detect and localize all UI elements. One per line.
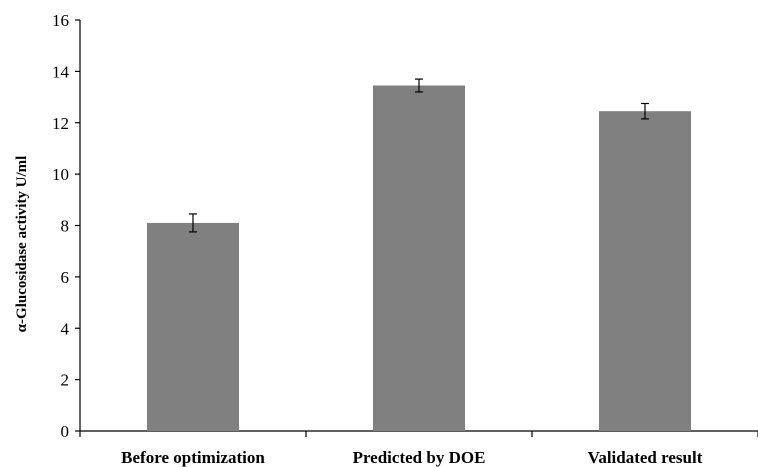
x-category-label: Predicted by DOE xyxy=(353,448,486,467)
y-tick-label: 16 xyxy=(52,11,69,30)
bars xyxy=(147,85,691,432)
y-tick-label: 12 xyxy=(52,114,69,133)
y-axis-title: α-Glucosidase activity U/ml xyxy=(14,156,30,333)
bar xyxy=(599,111,691,432)
bar xyxy=(373,85,465,432)
y-tick-label: 10 xyxy=(52,165,69,184)
y-axis: 0 2 4 6 8 10 12 14 16 xyxy=(52,11,81,441)
y-tick-label: 4 xyxy=(61,319,70,338)
y-tick-label: 2 xyxy=(61,371,70,390)
y-tick-label: 14 xyxy=(52,62,70,81)
bar xyxy=(147,222,239,431)
x-category-label: Before optimization xyxy=(121,448,265,467)
y-tick-label: 0 xyxy=(61,422,70,441)
y-tick-label: 8 xyxy=(61,217,70,236)
x-category-label: Validated result xyxy=(588,448,703,467)
error-bars xyxy=(189,78,649,233)
y-tick-label: 6 xyxy=(61,268,70,287)
x-axis: Before optimization Predicted by DOE Valid… xyxy=(79,430,758,467)
